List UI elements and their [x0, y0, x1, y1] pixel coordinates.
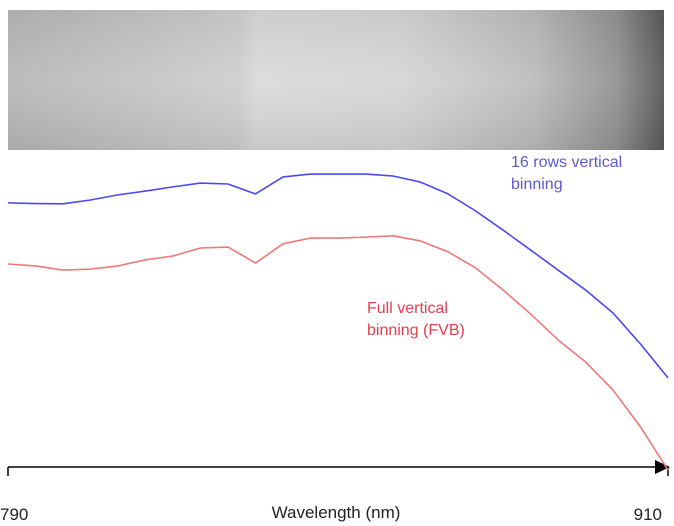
x-tick-label: 910 [634, 505, 662, 524]
series-label: Full vertical binning (FVB) [367, 298, 482, 342]
x-axis-label: Wavelength (nm) [272, 503, 401, 522]
spectrum-shade [8, 10, 664, 150]
series-label: 16 rows vertical binning [511, 152, 641, 196]
chart: Wavelength (nm) 790 910 16 rows vertical … [0, 0, 674, 526]
series-line [8, 174, 668, 378]
series-line [8, 236, 668, 470]
chart-svg: Wavelength (nm) 790 910 [0, 0, 674, 526]
x-tick-label: 790 [0, 505, 28, 524]
